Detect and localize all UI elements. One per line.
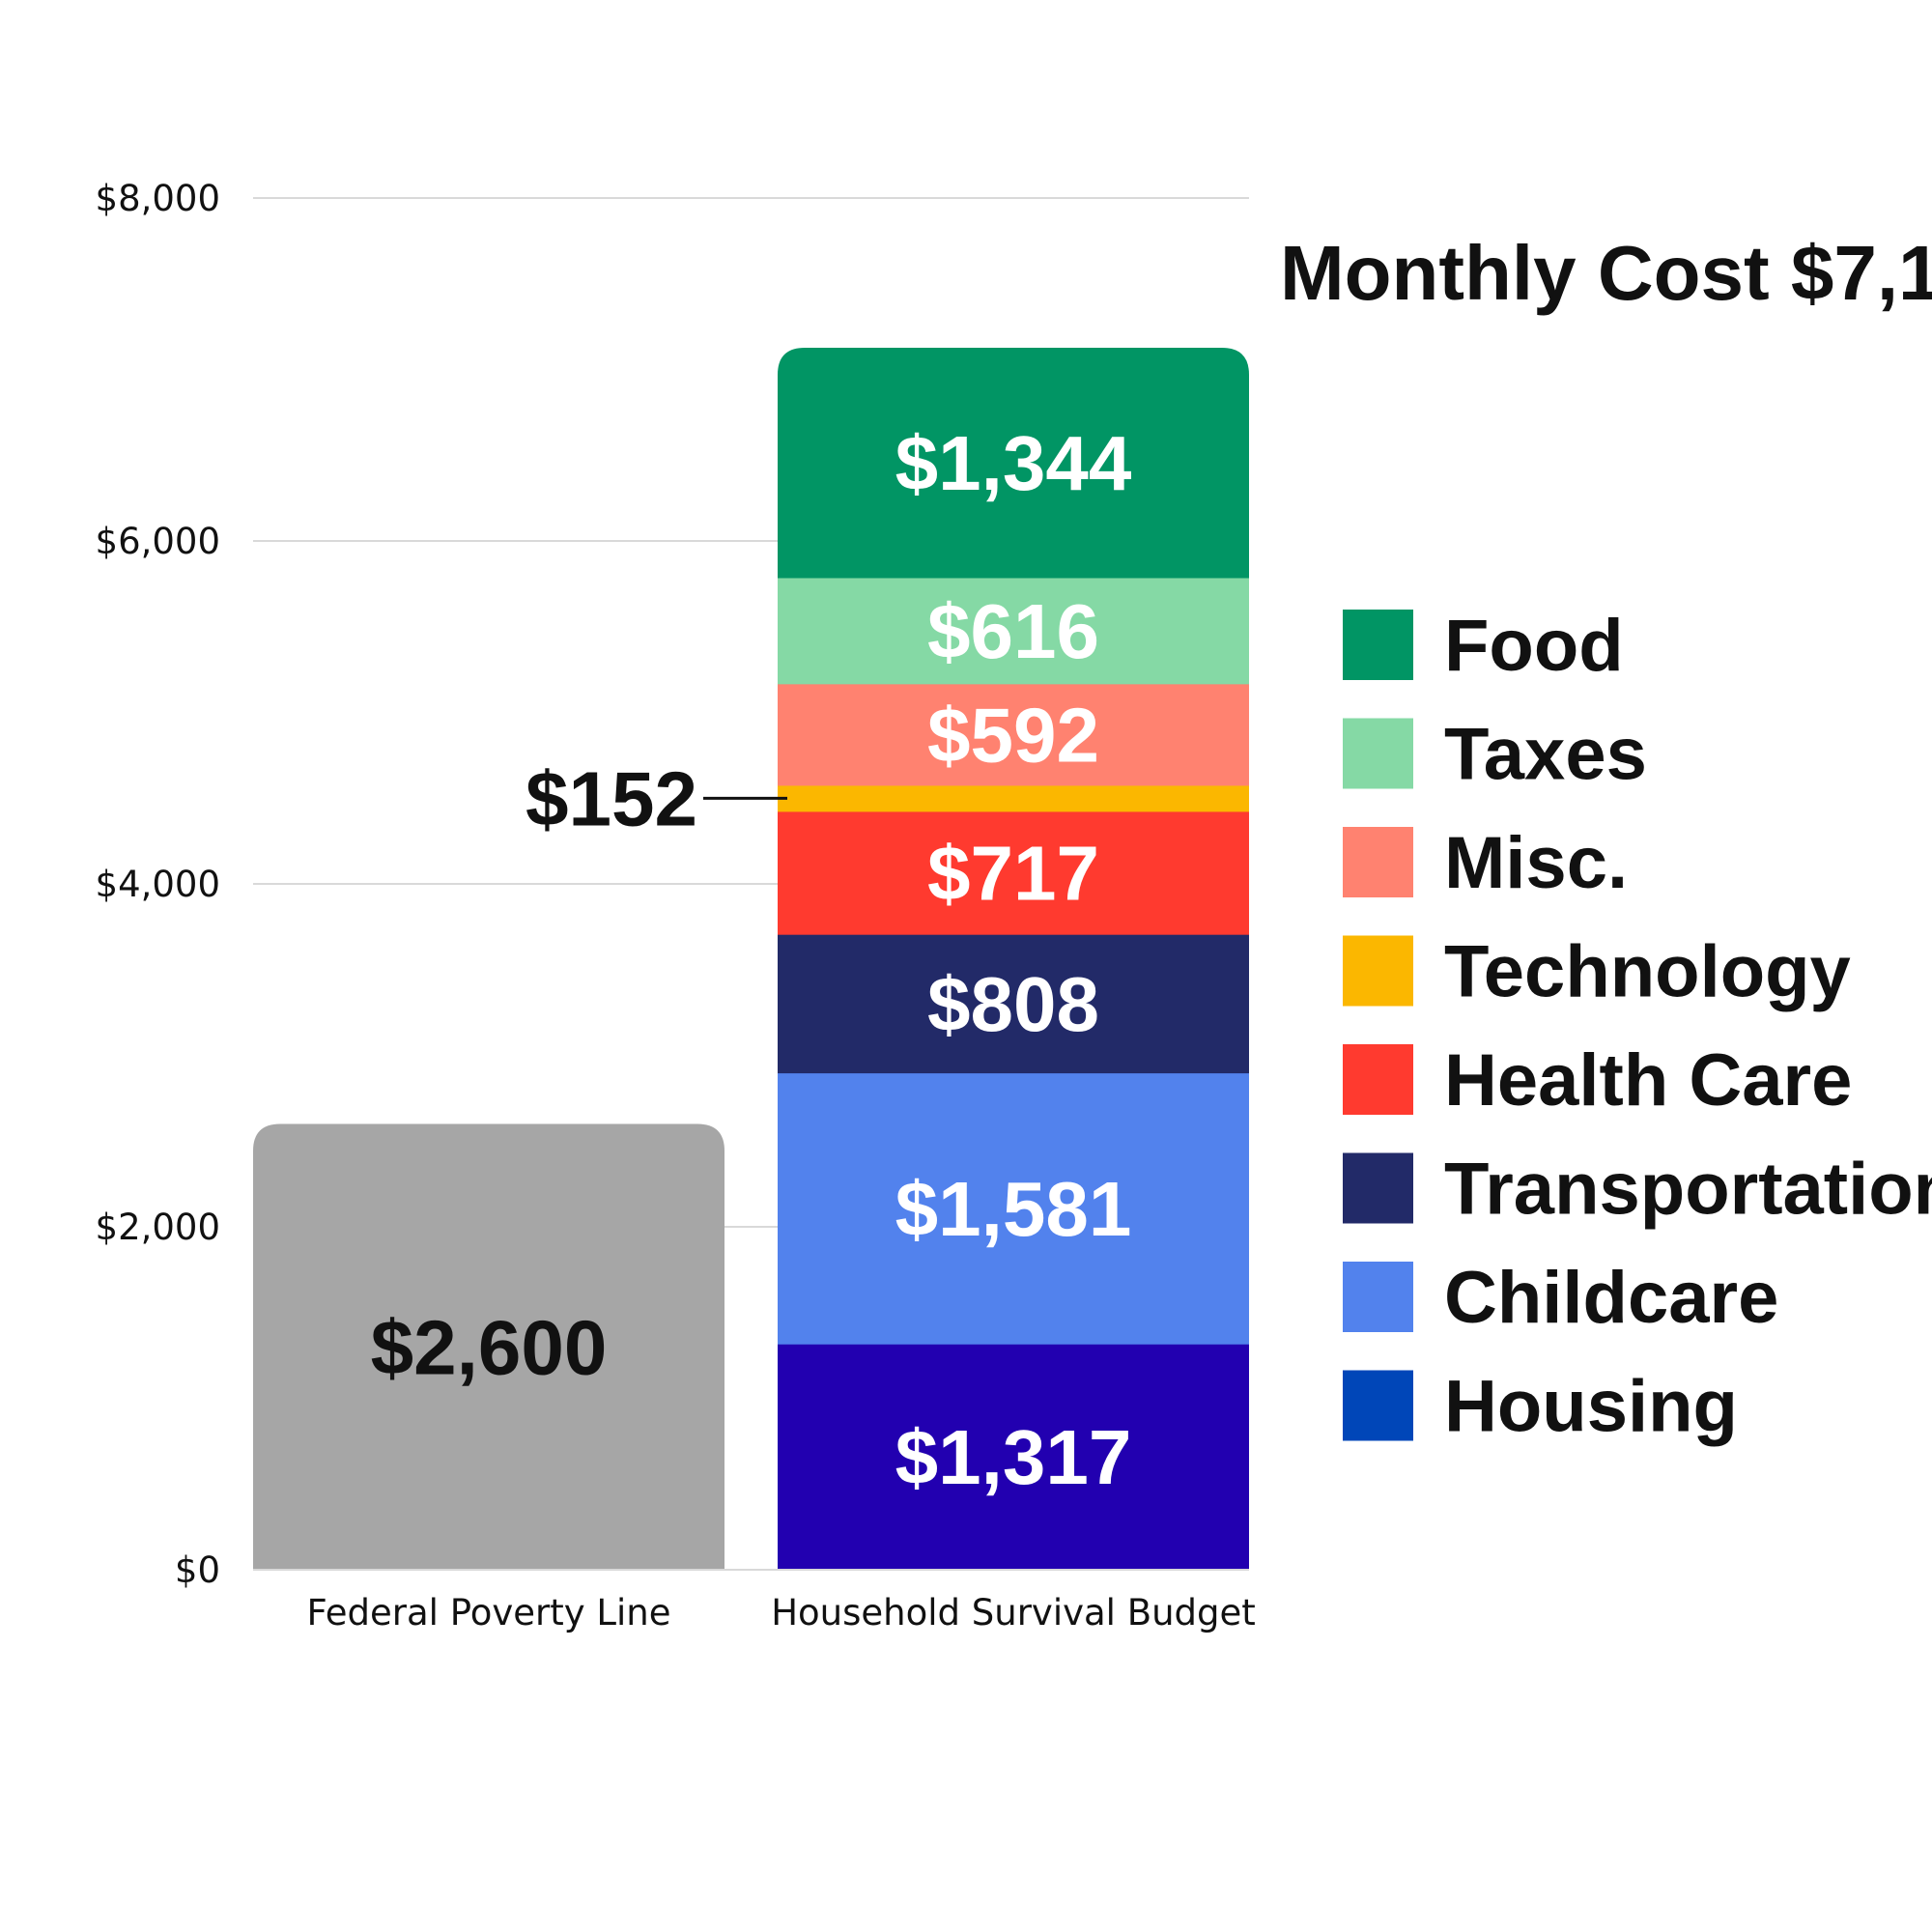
bar-segment-housing <box>778 1344 1249 1571</box>
legend-label-technology: Technology <box>1444 931 1851 1013</box>
legend-label-taxes: Taxes <box>1444 714 1647 796</box>
bar-segment-technology <box>778 784 1249 812</box>
x-category-label: Federal Poverty Line <box>307 1592 671 1634</box>
bars <box>253 347 1249 1571</box>
data-label-food: $1,344 <box>895 420 1132 506</box>
y-tick-label: $2,000 <box>96 1207 220 1248</box>
legend-swatch-taxes <box>1343 718 1413 789</box>
chart-title: Monthly Cost $7,127 <box>1280 230 1932 316</box>
bar-segment-childcare <box>778 1072 1249 1345</box>
data-label-federal-poverty-line: $2,600 <box>371 1304 608 1390</box>
bar-segment-taxes <box>778 578 1249 685</box>
data-label-technology: $152 <box>526 755 697 841</box>
bar-segment-food <box>778 347 1249 579</box>
legend: Food Taxes Misc. Technology Health Care Trans… <box>1343 605 1932 1448</box>
data-label-health-care: $717 <box>927 831 1099 917</box>
bar-segment-health-care <box>778 810 1249 935</box>
data-label-transportation: $808 <box>927 961 1099 1047</box>
legend-swatch-housing <box>1343 1370 1413 1441</box>
legend-swatch-technology <box>1343 935 1413 1007</box>
data-label-housing: $1,317 <box>895 1414 1132 1500</box>
bar-segment-misc <box>778 683 1249 786</box>
legend-label-childcare: Childcare <box>1444 1257 1778 1339</box>
legend-swatch-childcare <box>1343 1262 1413 1332</box>
y-tick-label: $6,000 <box>96 521 220 562</box>
x-category-label: Household Survival Budget <box>771 1592 1256 1634</box>
data-label-taxes: $616 <box>927 588 1099 674</box>
data-label-misc: $592 <box>927 692 1099 778</box>
legend-swatch-food <box>1343 610 1413 680</box>
legend-label-health-care: Health Care <box>1444 1039 1852 1122</box>
legend-label-transportation: Transportation <box>1444 1149 1932 1231</box>
legend-swatch-health-care <box>1343 1044 1413 1115</box>
legend-label-misc: Misc. <box>1444 822 1628 904</box>
bar-segment-transportation <box>778 934 1249 1074</box>
bar-segment-federal-poverty-line <box>253 1123 724 1570</box>
data-label-childcare: $1,581 <box>895 1166 1132 1252</box>
axes: $0 $2,000 $4,000 $6,000 $8,000 Federal Povert… <box>96 178 1256 1634</box>
legend-swatch-misc <box>1343 827 1413 897</box>
y-tick-label: $4,000 <box>96 864 220 905</box>
y-tick-label: $0 <box>175 1549 220 1591</box>
legend-label-food: Food <box>1444 605 1624 687</box>
legend-label-housing: Housing <box>1444 1366 1738 1448</box>
data-labels: $2,600 $1,317 $1,581 $808 $717 $152 $592 $616 $1… <box>371 420 1132 1500</box>
y-tick-label: $8,000 <box>96 178 220 219</box>
legend-swatch-transportation <box>1343 1152 1413 1224</box>
